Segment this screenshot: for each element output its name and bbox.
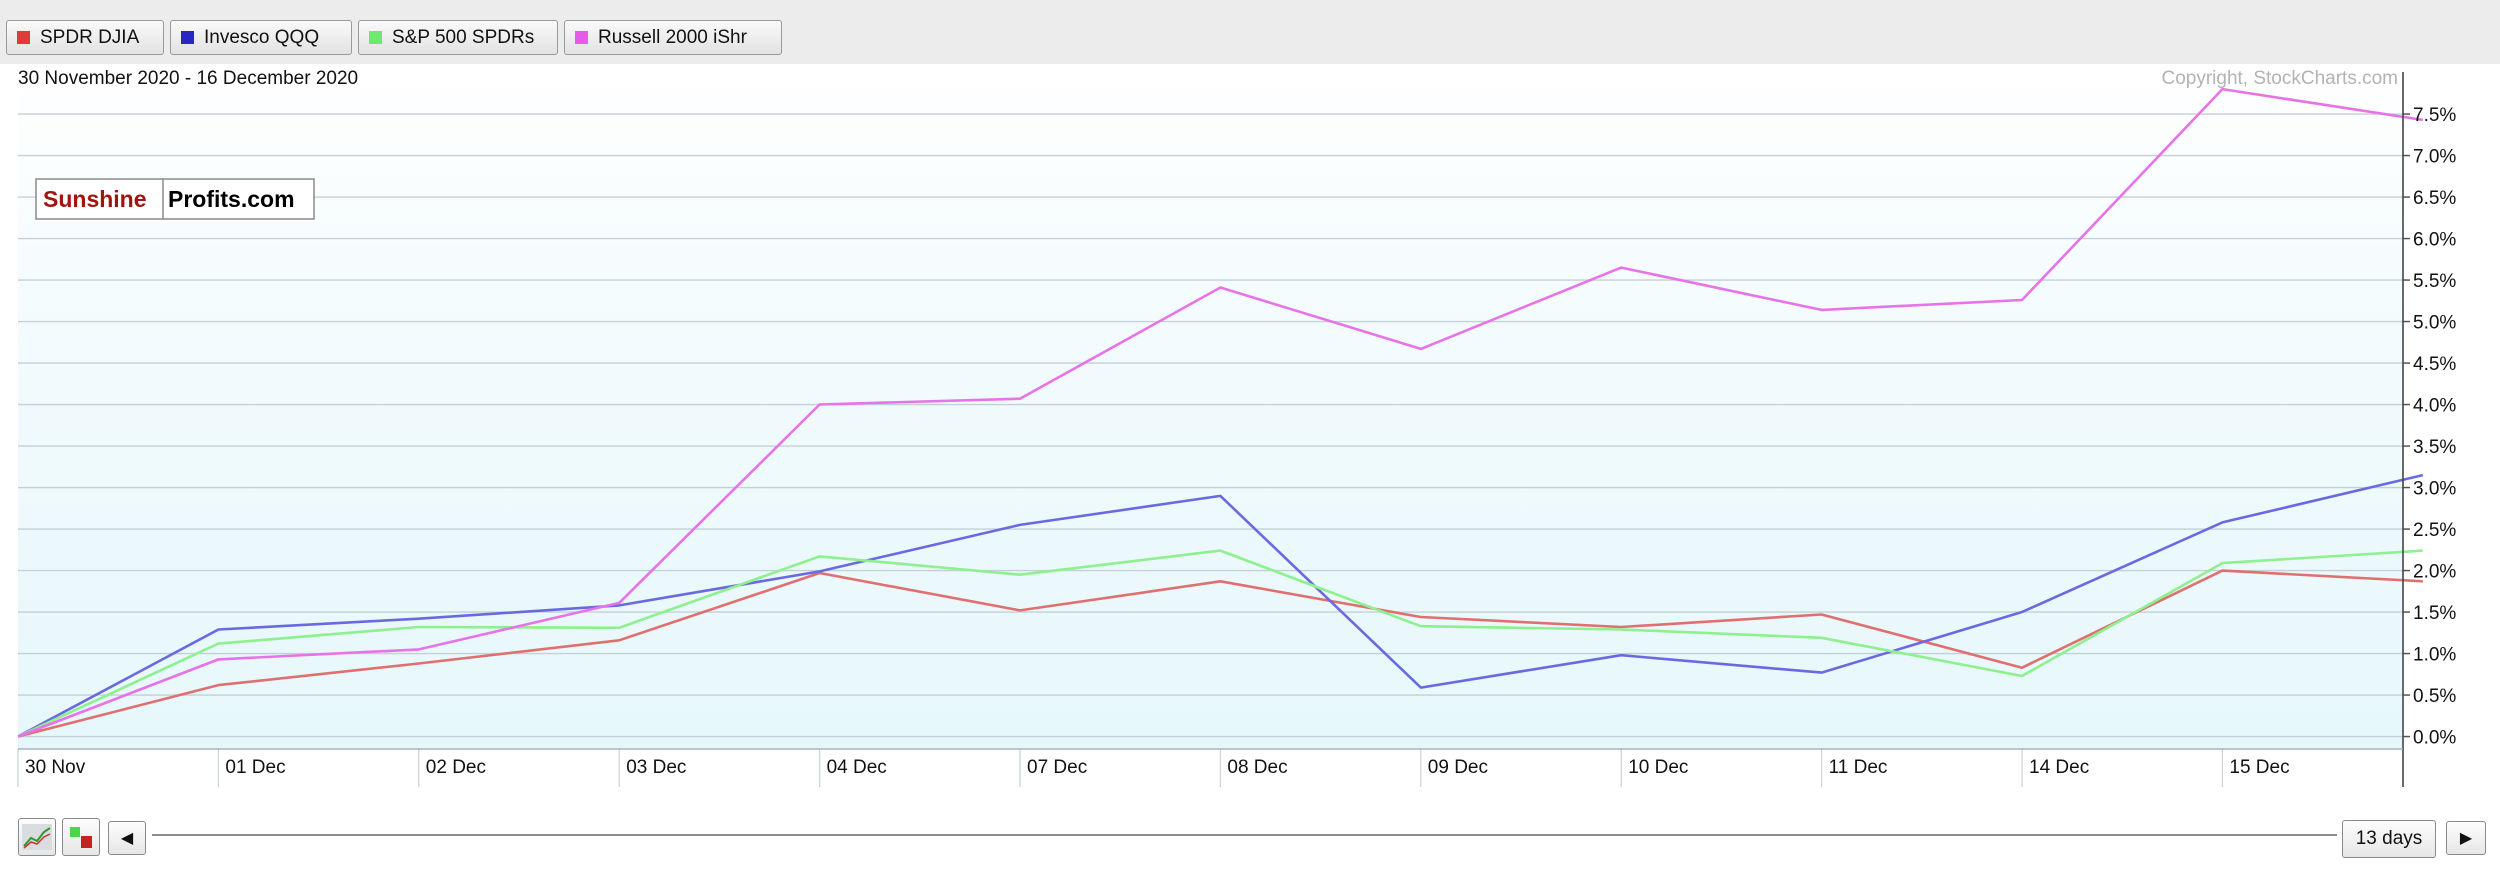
x-tick-label: 10 Dec xyxy=(1628,757,1688,778)
y-tick-label: 7.0% xyxy=(2413,147,2456,168)
bottom-controls: ◀ 13 days ▶ xyxy=(0,812,2500,874)
series-line-2 xyxy=(17,473,2424,738)
legend-swatch xyxy=(369,31,382,44)
x-tick-label: 30 Nov xyxy=(25,757,86,778)
y-tick-label: 3.5% xyxy=(2413,437,2456,458)
copyright-text: Copyright, StockCharts.com xyxy=(2161,68,2398,89)
right-arrow-icon: ▶ xyxy=(2459,830,2473,847)
plot-background xyxy=(18,64,2403,749)
y-tick-label: 6.0% xyxy=(2413,230,2456,251)
range-button[interactable]: 13 days xyxy=(2342,820,2436,858)
y-tick-label: 7.5% xyxy=(2413,105,2456,126)
chart-title: 30 November 2020 - 16 December 2020 xyxy=(18,68,358,89)
legend-item[interactable]: Russell 2000 iShr xyxy=(564,20,782,55)
series-line-3 xyxy=(17,549,2423,738)
y-tick-label: 0.0% xyxy=(2413,728,2456,749)
y-tick-label: 3.0% xyxy=(2413,479,2456,500)
series-line-4 xyxy=(17,87,2423,738)
watermark-left: Sunshine xyxy=(43,186,147,212)
series-line-1 xyxy=(17,569,2423,738)
legend-swatch xyxy=(17,31,30,44)
x-tick-label: 04 Dec xyxy=(827,757,887,778)
y-tick-label: 4.0% xyxy=(2413,396,2456,417)
line-chart-icon[interactable] xyxy=(18,818,56,856)
x-tick-label: 02 Dec xyxy=(426,757,486,778)
x-tick-label: 01 Dec xyxy=(225,757,285,778)
x-tick-label: 09 Dec xyxy=(1428,757,1488,778)
legend-label: Russell 2000 iShr xyxy=(598,26,747,48)
legend-swatch xyxy=(181,31,194,44)
x-tick-label: 14 Dec xyxy=(2029,757,2089,778)
legend-item[interactable]: Invesco QQQ xyxy=(170,20,352,55)
left-arrow-icon: ◀ xyxy=(120,830,134,847)
legend-item[interactable]: S&P 500 SPDRs xyxy=(358,20,558,55)
scroll-left-button[interactable]: ◀ xyxy=(108,821,146,855)
x-tick-label: 08 Dec xyxy=(1227,757,1287,778)
y-tick-label: 2.5% xyxy=(2413,520,2456,541)
x-tick-label: 07 Dec xyxy=(1027,757,1087,778)
legend-label: Invesco QQQ xyxy=(204,26,320,48)
legend-label: S&P 500 SPDRs xyxy=(392,26,535,48)
y-tick-label: 5.5% xyxy=(2413,271,2456,292)
watermark-right: Profits.com xyxy=(168,186,295,212)
legend-bar: SPDR DJIA Invesco QQQ S&P 500 SPDRs Russell… xyxy=(0,0,2500,64)
y-tick-label: 1.0% xyxy=(2413,645,2456,666)
x-tick-label: 11 Dec xyxy=(1829,757,1888,778)
x-tick-label: 15 Dec xyxy=(2229,757,2289,778)
y-tick-label: 1.5% xyxy=(2413,603,2456,624)
scroll-right-button[interactable]: ▶ xyxy=(2446,821,2486,855)
legend-label: SPDR DJIA xyxy=(40,26,140,48)
watermark-logo: Sunshine Profits.com xyxy=(35,178,315,220)
y-tick-label: 5.0% xyxy=(2413,313,2456,334)
y-tick-label: 4.5% xyxy=(2413,354,2456,375)
x-tick-label: 03 Dec xyxy=(626,757,686,778)
range-label: 13 days xyxy=(2355,828,2423,849)
bar-chart-icon[interactable] xyxy=(62,818,100,856)
scroll-track[interactable] xyxy=(152,834,2337,836)
y-tick-label: 2.0% xyxy=(2413,562,2456,583)
y-tick-label: 0.5% xyxy=(2413,686,2456,707)
y-tick-label: 6.5% xyxy=(2413,188,2456,209)
legend-swatch xyxy=(575,31,588,44)
chart: 0.0% 0.5% 1.0% 1.5% 2.0% 2.5% 3.0% 3.5% 4.0% 4.5%… xyxy=(17,64,2456,787)
legend-item[interactable]: SPDR DJIA xyxy=(6,20,164,55)
